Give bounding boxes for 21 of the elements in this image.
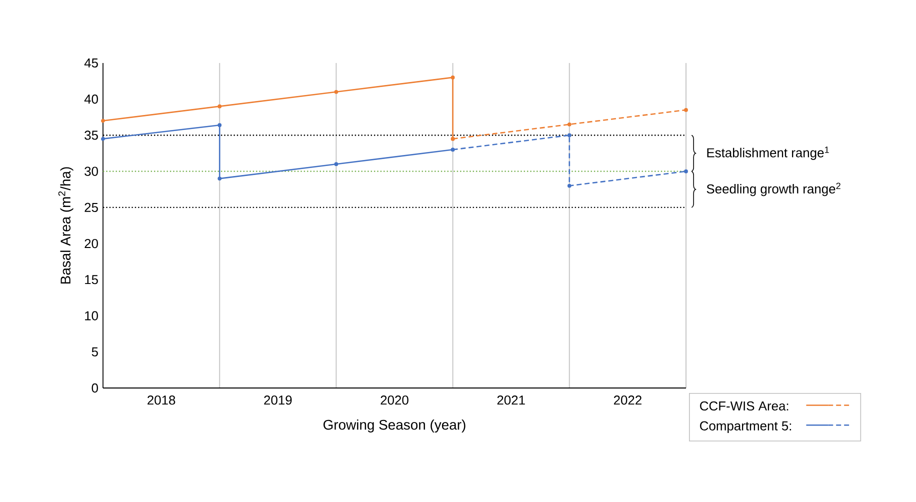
y-tick-label: 5 <box>92 347 98 356</box>
y-tick-label: 15 <box>85 275 98 284</box>
legend-label: Compartment 5: <box>700 421 792 434</box>
y-axis-title: Basal Area (m$^{2}$/ha) <box>58 167 74 284</box>
text: Establishment range$^{1}$ <box>707 146 829 160</box>
x-tick-label: 2020 <box>380 396 408 405</box>
y-tick-label: 10 <box>85 311 98 320</box>
x-tick-label: 2022 <box>614 396 642 405</box>
y-tick-label: 20 <box>84 238 98 248</box>
legend-label: CCF-WIS Area: <box>700 401 788 411</box>
x-tick-label: 2019 <box>264 396 292 405</box>
y-tick-label: 25 <box>84 202 98 212</box>
y-tick-label: 30 <box>84 166 98 176</box>
y-tick-label: 35 <box>84 130 98 140</box>
x-axis-title: Growing Season (year) <box>323 419 466 432</box>
x-tick-label: 2021 <box>497 396 525 405</box>
x-tick-label: 2018 <box>148 396 176 405</box>
y-tick-label: 0 <box>92 383 98 393</box>
y-tick-label: 40 <box>84 94 98 104</box>
y-tick-label: 45 <box>84 58 98 68</box>
text: Seedling growth range$^{2}$ <box>706 182 840 196</box>
